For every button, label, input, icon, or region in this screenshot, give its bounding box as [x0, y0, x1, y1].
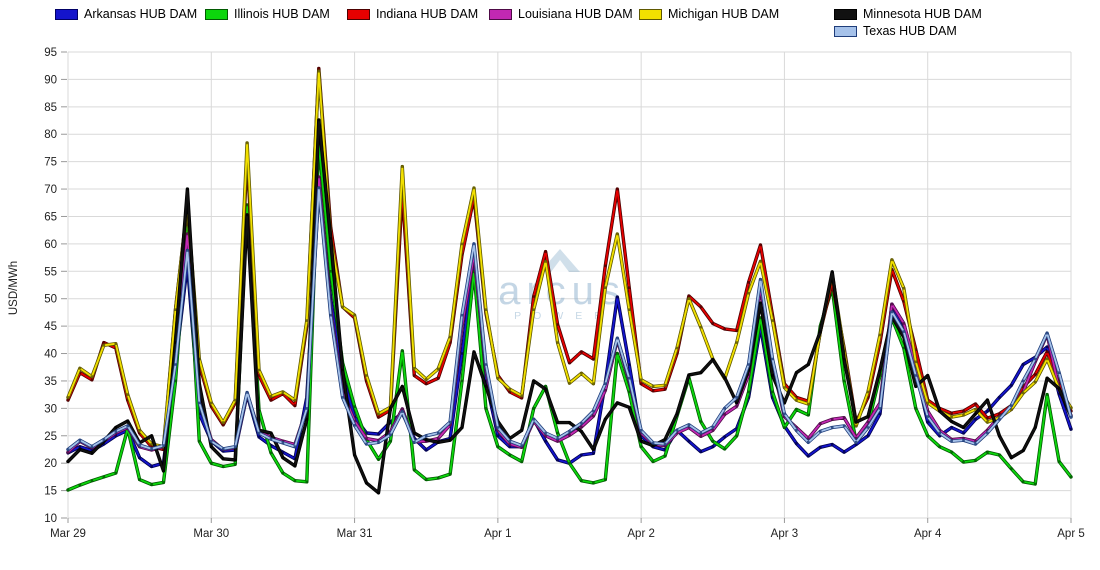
series-arkansas-hub-dam — [66, 187, 1073, 469]
series-markers — [66, 187, 1073, 468]
y-tick-label: 55 — [44, 266, 57, 278]
series-texas-hub-dam — [66, 186, 1073, 452]
legend-swatch-icon — [639, 8, 662, 20]
watermark-subtitle: POWER — [514, 310, 614, 322]
y-tick-label: 75 — [44, 157, 57, 169]
x-tick-label: Apr 1 — [484, 528, 512, 540]
legend-item-arkansas-hub-dam[interactable]: Arkansas HUB DAM — [55, 7, 197, 21]
legend-item-texas-hub-dam[interactable]: Texas HUB DAM — [834, 24, 957, 38]
series-michigan-hub-dam — [66, 69, 1073, 449]
legend-label: Indiana HUB DAM — [376, 7, 479, 21]
watermark-mountain-notch — [551, 260, 569, 272]
y-axis: 10 15 20 25 30 35 40 45 50 55 60 65 70 75 80 85 90 95 — [44, 47, 67, 525]
legend-item-michigan-hub-dam[interactable]: Michigan HUB DAM — [639, 7, 779, 21]
legend-swatch-icon — [55, 8, 78, 20]
x-tick-label: Apr 4 — [914, 528, 942, 540]
y-tick-label: 80 — [44, 129, 57, 141]
y-tick-label: 70 — [44, 184, 57, 196]
y-tick-label: 25 — [44, 431, 57, 443]
x-tick-label: Mar 30 — [193, 528, 229, 540]
legend-label: Arkansas HUB DAM — [84, 7, 198, 21]
y-tick-label: 35 — [44, 376, 57, 388]
y-tick-label: 20 — [44, 458, 57, 470]
y-tick-label: 45 — [44, 321, 57, 333]
y-tick-label: 50 — [44, 294, 57, 306]
y-tick-label: 10 — [44, 513, 57, 525]
legend-item-illinois-hub-dam[interactable]: Illinois HUB DAM — [205, 7, 330, 21]
y-tick-label: 60 — [44, 239, 57, 251]
legend-label: Minnesota HUB DAM — [863, 7, 982, 21]
x-tick-label: Mar 31 — [337, 528, 373, 540]
legend-swatch-icon — [834, 8, 857, 20]
x-tick-label: Apr 5 — [1057, 528, 1085, 540]
legend-item-indiana-hub-dam[interactable]: Indiana HUB DAM — [347, 7, 478, 21]
legend-label: Texas HUB DAM — [863, 24, 957, 38]
y-tick-label: 90 — [44, 74, 57, 86]
legend-swatch-icon — [205, 8, 228, 20]
x-tick-label: Apr 2 — [627, 528, 655, 540]
y-tick-label: 65 — [44, 211, 57, 223]
legend-label: Louisiana HUB DAM — [518, 7, 633, 21]
series-illinois-hub-dam — [66, 140, 1073, 492]
y-tick-label: 40 — [44, 349, 57, 361]
legend-swatch-icon — [489, 8, 512, 20]
legend-label: Michigan HUB DAM — [668, 7, 780, 21]
legend-item-minnesota-hub-dam[interactable]: Minnesota HUB DAM — [834, 7, 982, 21]
legend-swatch-icon — [834, 25, 857, 37]
y-tick-label: 95 — [44, 47, 57, 59]
y-tick-label: 15 — [44, 486, 57, 498]
legend-swatch-icon — [347, 8, 370, 20]
y-tick-label: 85 — [44, 102, 57, 114]
x-axis: Mar 29 Mar 30 Mar 31 Apr 1 Apr 2 Apr 3 Apr 4 Ap… — [50, 518, 1085, 540]
x-tick-label: Mar 29 — [50, 528, 86, 540]
legend-label: Illinois HUB DAM — [234, 7, 330, 21]
x-tick-label: Apr 3 — [771, 528, 799, 540]
legend-item-louisiana-hub-dam[interactable]: Louisiana HUB DAM — [489, 7, 633, 21]
y-tick-label: 30 — [44, 403, 57, 415]
